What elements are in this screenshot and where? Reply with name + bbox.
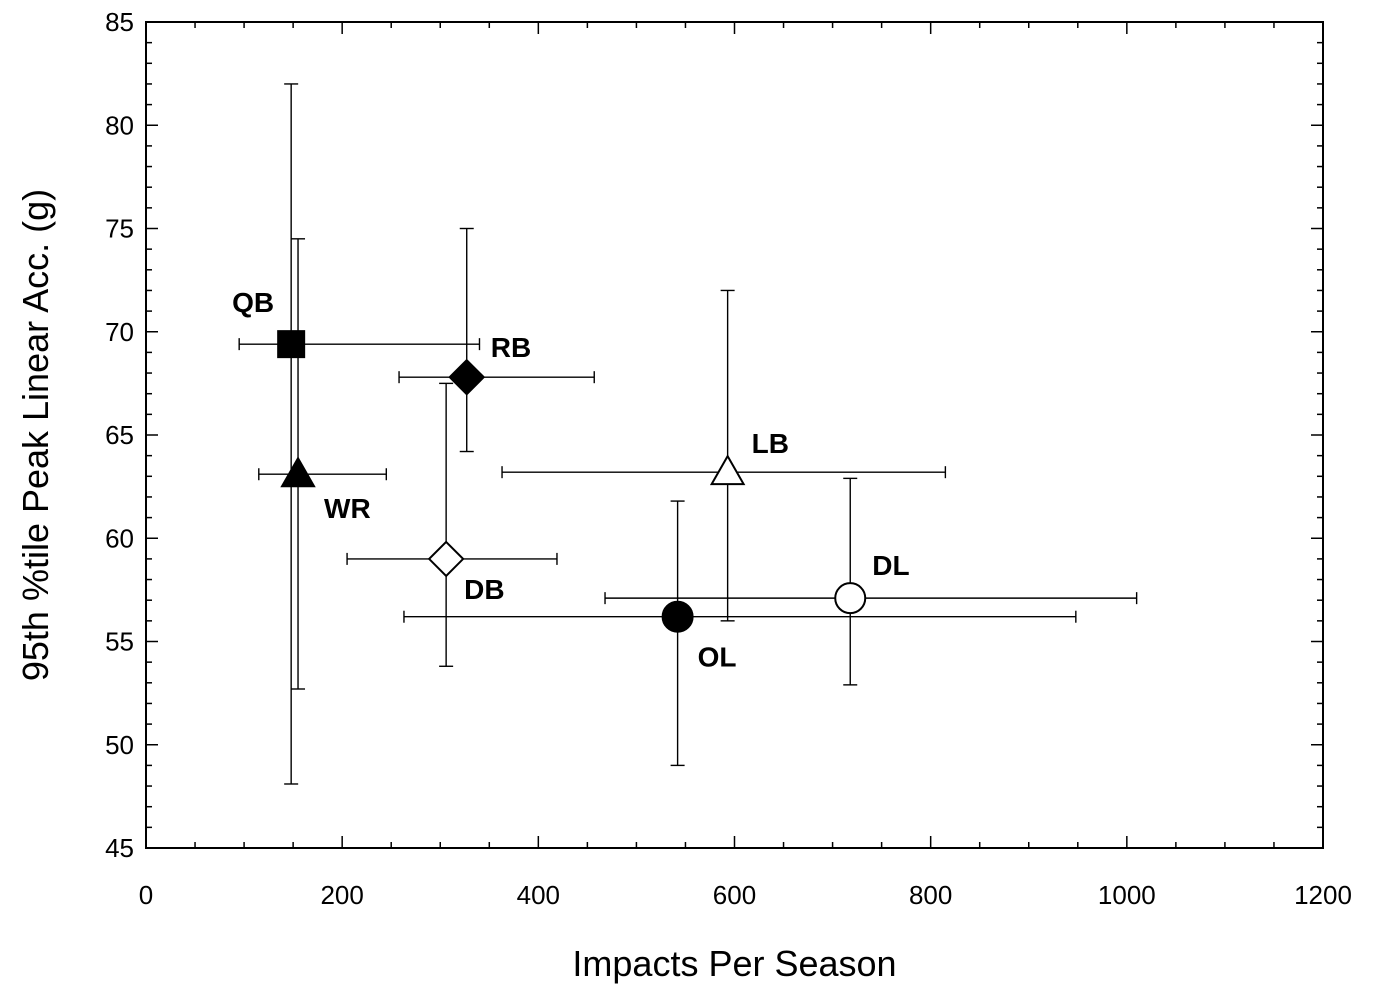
error-bars bbox=[238, 83, 1138, 785]
y-tick-label: 65 bbox=[105, 420, 134, 450]
marker-db bbox=[427, 540, 465, 578]
point-labels: QB WR RB DB LB OL DL bbox=[232, 287, 909, 673]
point-label-lb: LB bbox=[752, 428, 789, 459]
marker-dl bbox=[834, 582, 867, 615]
marker-qb bbox=[277, 330, 306, 359]
y-tick-label: 60 bbox=[105, 523, 134, 553]
y-axis-title: 95th %tile Peak Linear Acc. (g) bbox=[15, 189, 56, 681]
y-tick-label: 55 bbox=[105, 627, 134, 657]
x-tick-label: 1200 bbox=[1294, 880, 1352, 910]
point-label-qb: QB bbox=[232, 287, 274, 318]
x-axis-title: Impacts Per Season bbox=[572, 943, 896, 984]
x-tick-label: 200 bbox=[320, 880, 363, 910]
x-tick-label: 0 bbox=[139, 880, 153, 910]
y-tick-label: 80 bbox=[105, 110, 134, 140]
point-label-ol: OL bbox=[698, 642, 737, 673]
marker-rb bbox=[448, 358, 486, 396]
point-label-dl: DL bbox=[872, 550, 909, 581]
point-label-wr: WR bbox=[324, 493, 371, 524]
marker-lb bbox=[709, 454, 746, 486]
y-tick-label: 85 bbox=[105, 7, 134, 37]
data-markers bbox=[277, 330, 867, 633]
plot-area-frame bbox=[145, 21, 1324, 849]
y-tick-label: 45 bbox=[105, 833, 134, 863]
y-tick-label: 70 bbox=[105, 317, 134, 347]
x-tick-label: 400 bbox=[517, 880, 560, 910]
x-tick-label: 1000 bbox=[1098, 880, 1156, 910]
x-tick-label: 600 bbox=[713, 880, 756, 910]
x-tick-label: 800 bbox=[909, 880, 952, 910]
y-tick-label: 50 bbox=[105, 730, 134, 760]
marker-wr bbox=[280, 456, 316, 488]
point-label-rb: RB bbox=[491, 332, 531, 363]
marker-ol bbox=[661, 600, 694, 633]
point-label-db: DB bbox=[464, 574, 504, 605]
y-tick-label: 75 bbox=[105, 214, 134, 244]
